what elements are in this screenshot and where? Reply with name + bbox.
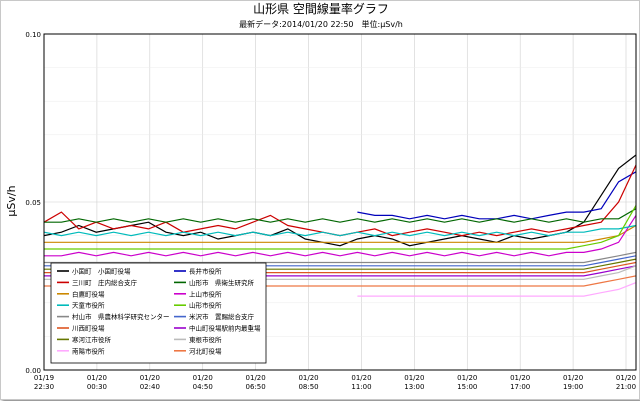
x-tick-date: 01/20 xyxy=(140,374,160,382)
legend-label: 南陽市役所 xyxy=(72,346,105,355)
legend-label: 河北町役場 xyxy=(189,346,222,355)
legend-label: 長井市役所 xyxy=(189,267,222,276)
legend-label: 白鷹町役場 xyxy=(72,289,105,298)
x-tick-date: 01/20 xyxy=(298,374,318,382)
x-tick-date: 01/20 xyxy=(563,374,583,382)
x-tick-time: 11:00 xyxy=(351,383,371,391)
y-tick-label: 0.05 xyxy=(25,199,41,207)
legend-box xyxy=(50,262,267,364)
x-tick-time: 17:00 xyxy=(510,383,530,391)
x-tick-time: 22:30 xyxy=(34,383,54,391)
series-line xyxy=(43,154,637,247)
x-tick-time: 15:00 xyxy=(457,383,477,391)
series-line xyxy=(44,208,637,223)
x-tick-time: 02:40 xyxy=(140,383,160,391)
x-tick-date: 01/20 xyxy=(510,374,530,382)
x-tick-date: 01/20 xyxy=(87,374,107,382)
series-line xyxy=(44,251,637,264)
legend-label: 村山市 県農林科学研究センター xyxy=(72,312,170,321)
x-tick-date: 01/19 xyxy=(34,374,54,382)
legend-label: 中山町役場駅前内最重場 xyxy=(189,324,261,333)
series-line xyxy=(357,282,637,297)
legend-label: 上山市役所 xyxy=(189,289,222,298)
legend-label: 寒河江市役所 xyxy=(72,335,112,344)
y-axis-label: μSv/h xyxy=(5,185,18,216)
x-tick-time: 06:50 xyxy=(246,383,266,391)
series-line xyxy=(44,224,637,243)
x-tick-time: 13:00 xyxy=(404,383,424,391)
x-tick-date: 01/20 xyxy=(246,374,266,382)
x-tick-time: 19:00 xyxy=(563,383,583,391)
series-lines xyxy=(43,154,637,297)
axis-ticks: 01/1922:3001/2000:3001/2002:4001/2004:50… xyxy=(25,31,636,391)
x-tick-time: 21:00 xyxy=(616,383,636,391)
y-tick-label: 0.00 xyxy=(25,367,41,375)
series-line xyxy=(44,205,637,250)
legend-label: 山形市 県衛生研究所 xyxy=(189,278,255,287)
legend-label: 米沢市 置賜総合支庁 xyxy=(189,312,255,321)
legend-label: 東根市役所 xyxy=(189,335,222,344)
chart-subtitle: 最新データ:2014/01/20 22:50 単位:μSv/h xyxy=(239,19,403,29)
legend-label: 川西町役場 xyxy=(72,324,105,333)
plot-border xyxy=(43,33,637,371)
x-tick-date: 01/20 xyxy=(457,374,477,382)
x-tick-time: 08:50 xyxy=(298,383,318,391)
chart-title: 山形県 空間線量率グラフ xyxy=(253,1,389,16)
legend-label: 天童市役所 xyxy=(72,301,105,310)
legend-label: 三川町 庄内総合支庁 xyxy=(72,278,138,287)
x-tick-date: 01/20 xyxy=(616,374,636,382)
x-tick-date: 01/20 xyxy=(193,374,213,382)
x-tick-time: 00:30 xyxy=(87,383,107,391)
y-tick-label: 0.10 xyxy=(25,31,41,39)
x-tick-date: 01/20 xyxy=(351,374,371,382)
series-line xyxy=(44,215,637,257)
series-line xyxy=(43,224,637,237)
legend-label: 小国町 小国町役場 xyxy=(72,267,131,276)
series-line xyxy=(357,171,637,220)
legend-label: 山形市役所 xyxy=(189,301,222,310)
x-tick-date: 01/20 xyxy=(404,374,424,382)
x-tick-time: 04:50 xyxy=(193,383,213,391)
